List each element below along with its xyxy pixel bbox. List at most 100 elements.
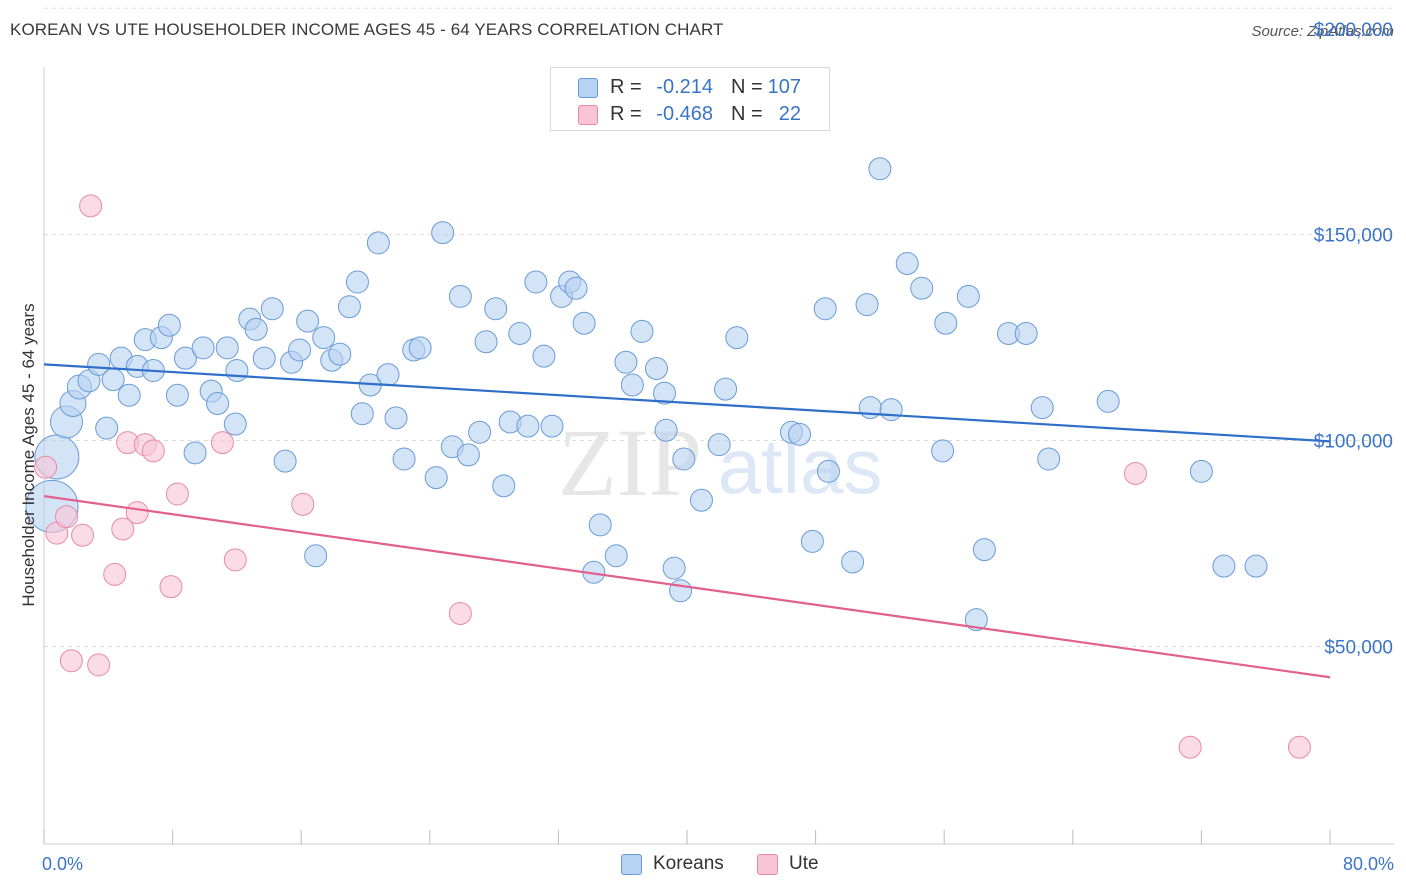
- data-point-koreans: [707, 433, 731, 457]
- data-point-koreans: [376, 363, 400, 387]
- data-point-koreans: [87, 352, 111, 376]
- data-point-koreans: [630, 319, 654, 343]
- y-tick-label: $100,000: [1314, 432, 1393, 453]
- data-point-koreans: [296, 309, 320, 333]
- data-point-koreans: [244, 317, 268, 341]
- data-point-ute: [59, 649, 83, 673]
- data-point-koreans: [223, 412, 247, 436]
- data-point-koreans: [183, 441, 207, 465]
- n-value: 107: [767, 76, 801, 98]
- data-point-koreans: [564, 276, 588, 300]
- data-point-koreans: [652, 381, 676, 405]
- data-point-koreans: [173, 346, 197, 370]
- y-tick-label: $200,000: [1314, 20, 1393, 41]
- data-point-ute: [448, 601, 472, 625]
- data-point-ute: [210, 431, 234, 455]
- data-point-koreans: [654, 418, 678, 442]
- data-point-koreans: [366, 231, 390, 255]
- data-point-koreans: [252, 346, 276, 370]
- data-point-koreans: [931, 439, 955, 463]
- data-point-koreans: [714, 377, 738, 401]
- data-point-koreans: [972, 538, 996, 562]
- axis-labels: Householder Income Ages 45 - 64 years $5…: [19, 20, 1394, 874]
- data-point-koreans: [1212, 554, 1236, 578]
- data-point-koreans: [689, 488, 713, 512]
- data-point-koreans: [662, 556, 686, 580]
- data-point-koreans: [273, 449, 297, 473]
- data-point-ute: [103, 562, 127, 586]
- data-point-koreans: [910, 276, 934, 300]
- stats-row-koreans: R = -0.214 N = 107: [551, 73, 829, 101]
- trend-line-ute: [43, 495, 1331, 679]
- data-point-koreans: [508, 321, 532, 345]
- x-tick-label: 0.0%: [42, 854, 83, 874]
- legend-label-koreans: Koreans: [653, 853, 724, 874]
- r-value: -0.214: [656, 76, 713, 98]
- data-point-koreans: [288, 338, 312, 362]
- data-point-koreans: [572, 311, 596, 335]
- data-point-ute: [141, 439, 165, 463]
- data-point-koreans: [206, 391, 230, 415]
- data-point-ute: [87, 653, 111, 677]
- trend-line-koreans: [43, 363, 1331, 443]
- data-point-koreans: [895, 251, 919, 275]
- trend-lines: [43, 363, 1331, 679]
- r-label: R =: [610, 76, 642, 98]
- data-point-koreans: [669, 579, 693, 603]
- data-point-koreans: [1096, 389, 1120, 413]
- legend-item-ute[interactable]: Ute: [757, 852, 827, 878]
- data-point-koreans: [448, 284, 472, 308]
- data-point-koreans: [855, 293, 879, 317]
- data-point-koreans: [540, 414, 564, 438]
- legend-swatch-ute: [757, 854, 778, 875]
- koreans-swatch: [578, 78, 598, 98]
- data-point-koreans: [468, 420, 492, 444]
- data-point-koreans: [95, 416, 119, 440]
- data-point-koreans: [1037, 447, 1061, 471]
- data-point-koreans: [260, 297, 284, 321]
- data-point-koreans: [1189, 459, 1213, 483]
- data-point-koreans: [532, 344, 556, 368]
- data-point-koreans: [384, 406, 408, 430]
- x-tick-label: 80.0%: [1343, 854, 1394, 874]
- n-label: N =: [731, 76, 763, 98]
- data-point-ute: [1123, 461, 1147, 485]
- data-point-ute: [79, 194, 103, 218]
- y-axis-label: Householder Income Ages 45 - 64 years: [19, 303, 38, 606]
- y-tick-label: $50,000: [1324, 637, 1393, 658]
- n-label: N =: [731, 103, 763, 125]
- data-point-koreans: [312, 326, 336, 350]
- data-point-koreans: [672, 447, 696, 471]
- data-point-koreans: [191, 336, 215, 360]
- data-point-koreans: [350, 402, 374, 426]
- data-point-ute: [125, 501, 149, 525]
- ute-swatch: [578, 105, 598, 125]
- source-attribution: Source: ZipAtlas.com: [1251, 23, 1394, 40]
- data-point-ute: [1287, 735, 1311, 759]
- data-point-koreans: [1244, 554, 1268, 578]
- data-point-koreans: [1030, 396, 1054, 420]
- data-point-ute: [34, 455, 58, 479]
- data-point-koreans: [841, 550, 865, 574]
- data-point-koreans: [516, 414, 540, 438]
- data-point-koreans: [345, 270, 369, 294]
- data-point-ute: [1178, 735, 1202, 759]
- data-point-koreans: [431, 221, 455, 245]
- data-point-koreans: [816, 459, 840, 483]
- data-point-koreans: [225, 359, 249, 383]
- data-point-koreans: [408, 336, 432, 360]
- data-point-koreans: [788, 422, 812, 446]
- stats-row-ute: R = -0.468 N = 22: [551, 100, 829, 128]
- data-point-ute: [159, 575, 183, 599]
- data-point-ute: [71, 523, 95, 547]
- data-point-koreans: [392, 447, 416, 471]
- data-point-koreans: [157, 313, 181, 337]
- legend-item-koreans[interactable]: Koreans: [621, 852, 731, 878]
- legend-swatch-koreans: [621, 854, 642, 875]
- data-point-ute: [111, 517, 135, 541]
- data-point-koreans: [117, 383, 141, 407]
- data-point-koreans: [868, 157, 892, 181]
- correlation-stats-box: R = -0.214 N = 107 R = -0.468 N = 22: [550, 67, 830, 131]
- legend-label-ute: Ute: [789, 853, 819, 874]
- r-value: -0.468: [656, 103, 713, 125]
